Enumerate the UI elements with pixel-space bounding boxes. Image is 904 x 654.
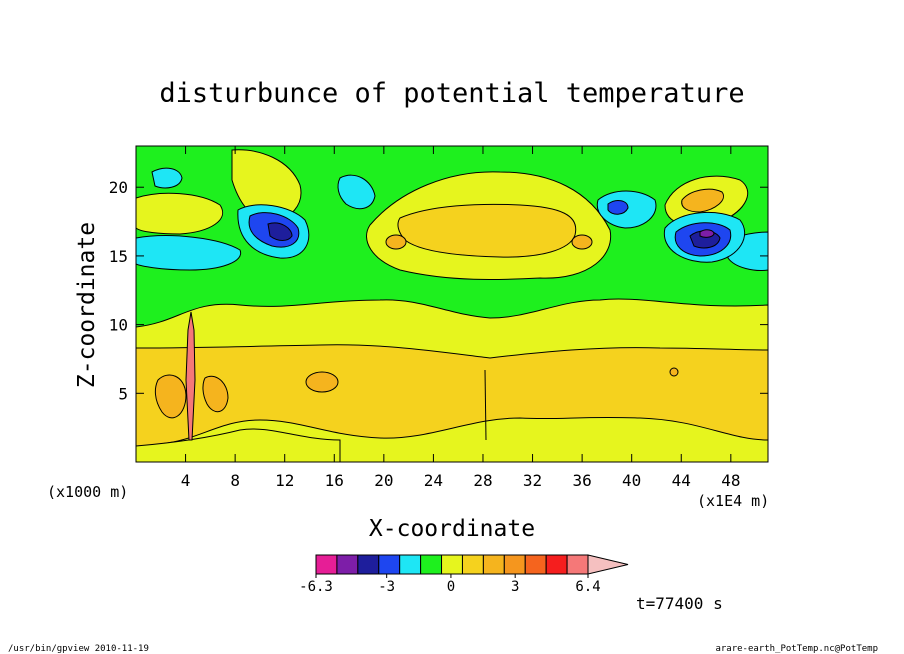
cut-line xyxy=(484,369,487,441)
blob-blue-mid-right xyxy=(607,200,629,215)
colorbar-swatch xyxy=(524,554,547,575)
x-tick-label: 28 xyxy=(473,471,492,490)
colorbar-swatch xyxy=(399,554,422,575)
colorbar-swatch xyxy=(566,554,589,575)
y-axis: 5 10 15 20 xyxy=(109,178,768,403)
eddy-orange-right xyxy=(571,234,593,250)
colorbar-swatch xyxy=(357,554,380,575)
eddy-orange-right-small xyxy=(669,367,679,377)
y-tick-label: 20 xyxy=(109,178,128,197)
blob-cyan-top-corner xyxy=(151,167,183,189)
eddy-orange-left xyxy=(385,234,407,250)
x-tick-label: 4 xyxy=(181,471,191,490)
colorbar-swatch xyxy=(482,554,505,575)
footer-left: /usr/bin/gpview 2010-11-19 xyxy=(8,644,149,654)
x-tick-label: 48 xyxy=(721,471,740,490)
colorbar-swatch xyxy=(545,554,568,575)
colorbar-swatch xyxy=(441,554,463,575)
x-tick-label: 40 xyxy=(622,471,641,490)
y-tick-label: 15 xyxy=(109,247,128,266)
time-label: t=77400 s xyxy=(636,594,723,613)
colorbar-swatch xyxy=(315,554,338,575)
y-tick-label: 10 xyxy=(109,316,128,335)
x-tick-label: 20 xyxy=(374,471,393,490)
colorbar-swatch xyxy=(378,554,401,575)
x-tick-label: 44 xyxy=(672,471,691,490)
blob-cyan-left-edge xyxy=(136,235,242,271)
colorbar-swatch xyxy=(461,554,484,575)
x-unit-left: (x1000 m) xyxy=(47,483,128,501)
eddy-orange-mid xyxy=(305,371,339,393)
plot-area xyxy=(136,146,768,462)
colorbar: -6.3 -3 0 3 6.4 xyxy=(299,554,629,595)
colorbar-tick-label: 6.4 xyxy=(575,579,600,595)
blob-navy-left-anomaly xyxy=(267,222,293,241)
x-tick-label: 12 xyxy=(275,471,294,490)
x-unit-right: (x1E4 m) xyxy=(697,492,769,510)
x-axis-label: X-coordinate xyxy=(369,516,535,542)
colorbar-tick-label: -6.3 xyxy=(299,579,333,595)
colorbar-tick-label: 3 xyxy=(511,579,519,595)
plot-frame xyxy=(135,145,769,463)
footer-right: arare-earth_PotTemp.nc@PotTemp xyxy=(715,644,878,654)
blob-cyan-mid-left xyxy=(337,174,376,210)
colorbar-swatch xyxy=(420,554,443,575)
x-tick-label: 36 xyxy=(572,471,591,490)
band-yellow-lower xyxy=(136,428,341,462)
x-tick-label: 32 xyxy=(523,471,542,490)
blob-yellow-top-left xyxy=(231,149,302,223)
x-axis: 4 8 12 16 20 24 28 32 36 40 44 48 xyxy=(181,146,740,490)
colorbar-swatch xyxy=(503,554,526,575)
x-tick-label: 24 xyxy=(424,471,443,490)
blob-purple-right-anomaly xyxy=(699,229,715,238)
eddy-orange-lower-left xyxy=(154,374,187,419)
y-axis-label: Z-coordinate xyxy=(74,222,100,388)
x-tick-label: 8 xyxy=(230,471,240,490)
x-tick-label: 16 xyxy=(325,471,344,490)
plume xyxy=(185,311,196,441)
blob-yellow-left-edge xyxy=(136,192,223,235)
chart-title: disturbunce of potential temperature xyxy=(159,78,744,109)
eddy-orange-lower-left-2 xyxy=(202,375,229,413)
colorbar-extend-arrow xyxy=(587,554,629,575)
colorbar-tick-label: 0 xyxy=(447,579,455,595)
colorbar-swatch xyxy=(336,554,359,575)
y-tick-label: 5 xyxy=(118,384,128,403)
blob-orange-top-center xyxy=(397,203,577,258)
colorbar-tick-label: -3 xyxy=(378,579,395,595)
blob-orange-right-top xyxy=(681,188,724,213)
band-orange xyxy=(136,344,768,447)
